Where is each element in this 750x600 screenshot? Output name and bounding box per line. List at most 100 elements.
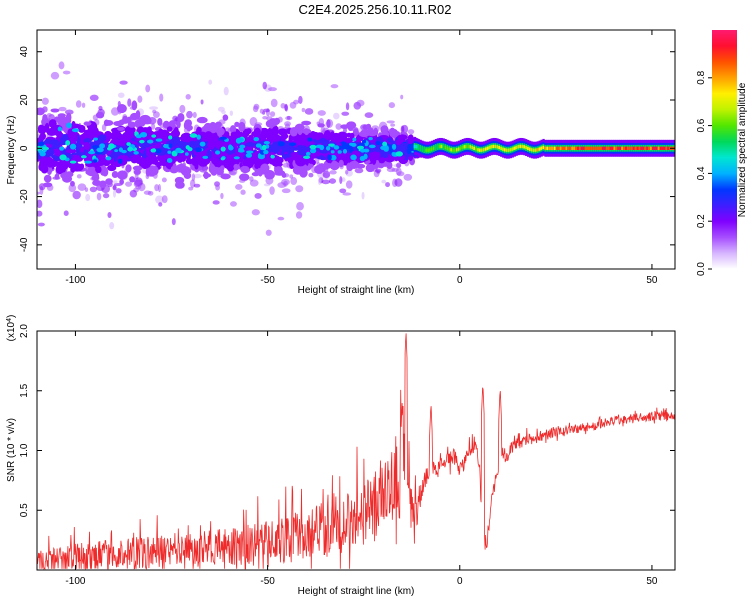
spectrogram-cell [117,126,125,132]
spectrogram-cell [308,163,314,168]
spectrogram-cell [180,152,187,162]
spectrogram-cell [107,212,112,218]
spectrogram-cell [272,125,279,135]
spectrogram-cell [396,162,402,169]
spectrogram-cell [330,131,335,140]
spectrogram-cell [235,184,243,190]
colorbar-tick-label: 0.8 [696,70,707,84]
spectrogram-cell [110,107,119,116]
spectrogram-cell [345,180,353,189]
spectrogram-cell [500,146,503,151]
spectrogram-cell [168,135,173,140]
spectrogram-cell [218,151,229,158]
spectrogram-cell [246,150,254,154]
spectrogram-cell [659,146,662,150]
spectrogram-cell [477,148,480,152]
spectrogram-cell [238,147,244,152]
spectrogram-cell [337,150,342,154]
spectrogram-cell [430,147,434,151]
spectrogram-cell [494,144,497,149]
colorbar-tick-label: 0.6 [696,118,707,132]
spectrogram-cell [502,147,505,151]
spectrogram-cell [228,145,234,151]
spectrogram-cell [186,126,192,132]
spectrogram-cell [69,160,77,164]
spectrogram-cell [265,159,274,164]
snr-y-multiplier-prefix: (x10 [6,321,17,341]
spectrogram-cell [166,126,173,132]
spectrogram-cell [154,148,162,154]
spectrogram-cell [198,162,208,167]
spectrogram-cell [407,134,414,145]
spectrogram-cell [590,146,593,150]
spectrogram-cell [172,136,181,145]
spectrogram-cell [41,97,49,105]
spectrogram-cell [115,188,122,194]
spectrogram-cell [83,121,92,126]
spectrogram-cell [79,163,85,170]
spectrogram-cell [280,103,286,109]
spectrogram-cell [68,184,77,193]
spectrogram-cell [553,146,557,150]
spectrogram-cell [356,99,365,107]
spectrogram-cell [193,140,202,149]
spectrogram-cell [42,182,53,188]
snr-y-multiplier-close: ) [6,315,17,318]
spectrogram-cell [395,144,407,153]
spectrogram-cell [394,178,403,187]
spectrogram-cell [297,125,303,136]
spectrogram-cell [630,146,634,150]
spectrogram-cell [196,116,208,124]
spectrogram-cell [308,172,314,178]
spectrogram-cell [172,115,179,122]
spectrogram-cell [230,131,239,139]
spectrogram-cell [233,163,239,170]
spectrogram-cell [338,159,344,168]
colorbar: 0.0 0.2 0.4 0.6 0.8 Normalized spectral ampl… [696,30,748,276]
spectrogram-cell [563,146,566,150]
spectrogram-cell [79,133,91,139]
spectrogram-cell [375,141,382,146]
spectrogram-cell [498,145,501,150]
spectrogram-cell [517,145,520,149]
spectrogram-cell [580,146,584,150]
spectrogram-cell [145,167,150,177]
snr-y-ticks: 0.5 1.0 1.5 2.0 [19,324,675,517]
spectrogram-cell [118,119,130,124]
spectrogram-cell [544,146,547,150]
spectrogram-cell [83,142,91,151]
spectrogram-cell [538,147,541,151]
spectrogram-cell [179,104,186,114]
spectrogram-panel: -100 -50 0 50 -40 -20 0 20 40 Height of straigh… [6,29,676,296]
spectrogram-cell [371,155,377,165]
spectrogram-cell [586,146,589,150]
spectrogram-cell [592,146,595,150]
spectrogram-cell [260,130,267,138]
spectrogram-cell [118,158,123,164]
spectrogram-cell [382,141,388,147]
spectrogram-cell [77,183,87,191]
spectrogram-cell [240,189,246,195]
spectrogram-cell [582,146,586,150]
spectrogram-cell [482,148,486,152]
spectrogram-cell [37,210,43,217]
spectrogram-y-label: Frequency (Hz) [6,116,17,185]
spectrogram-cell [126,134,132,143]
spectrogram-cell [667,146,670,150]
spectrogram-cell [76,174,82,179]
spectrogram-cell [503,148,507,152]
spectrogram-cell [375,168,382,173]
spectrogram-cell [92,159,98,163]
spectrogram-cell [263,149,269,155]
spectrogram-cell [208,79,213,85]
spectrogram-cell [213,158,220,167]
spectrogram-cell [245,142,256,147]
spectrogram-cell [189,133,198,138]
spectrogram-cell [521,144,524,149]
spectrogram-cell [43,174,52,183]
spectrogram-cell [59,146,65,151]
spectrogram-cell [37,199,43,209]
spectrogram-cell [224,127,231,133]
spectrogram-cell [284,103,288,111]
